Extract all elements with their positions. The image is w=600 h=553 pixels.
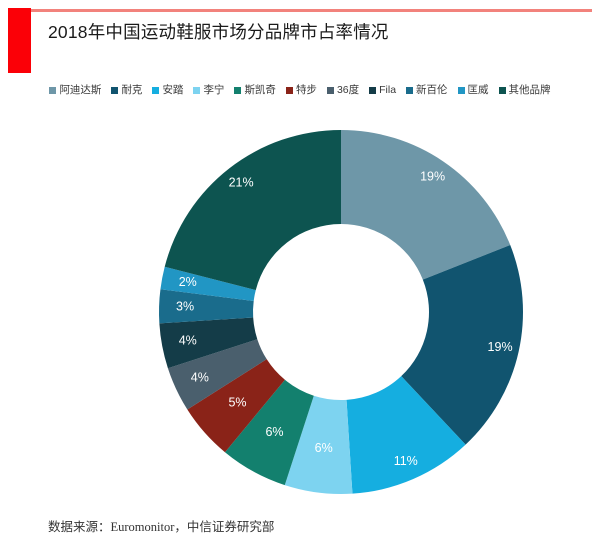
top-rule-divider: [10, 9, 592, 12]
donut-slice[interactable]: [346, 376, 466, 494]
legend-item-label: 特步: [295, 84, 317, 96]
legend-swatch-icon: [193, 86, 201, 94]
donut-slice[interactable]: [159, 289, 254, 324]
legend-item-label: 李宁: [203, 84, 225, 96]
donut-slice[interactable]: [401, 245, 523, 445]
red-accent-bar: [8, 8, 31, 73]
legend-item-label: 匡威: [467, 84, 489, 96]
chart-legend: 阿迪达斯 耐克 安踏 李宁 斯凯奇 特步 36度 Fila 新百伦 匡威 其他品牌: [0, 84, 600, 96]
legend-swatch-icon: [49, 86, 57, 94]
donut-slice[interactable]: [284, 395, 353, 494]
legend-swatch-icon: [457, 86, 465, 94]
legend-swatch-icon: [285, 86, 293, 94]
legend-item[interactable]: 阿迪达斯: [49, 84, 101, 96]
legend-item-label: Fila: [379, 84, 397, 96]
legend-swatch-icon: [498, 86, 506, 94]
slice-value-label: 19%: [488, 340, 513, 354]
donut-slice[interactable]: [159, 317, 258, 369]
donut-slice[interactable]: [167, 339, 267, 410]
legend-item-label: 阿迪达斯: [59, 84, 102, 96]
legend-item[interactable]: 耐克: [111, 84, 142, 96]
donut-slice[interactable]: [164, 130, 341, 291]
slice-value-label: 6%: [315, 441, 333, 455]
legend-item-label: 36度: [336, 84, 360, 96]
page-title: 2018年中国运动鞋服市场分品牌市占率情况: [48, 22, 389, 42]
legend-item-label: 其他品牌: [508, 84, 551, 96]
legend-item-label: 斯凯奇: [244, 84, 276, 96]
legend-item-label: 耐克: [121, 84, 143, 96]
legend-swatch-icon: [152, 86, 160, 94]
slice-value-label: 5%: [228, 396, 246, 410]
slice-value-label: 4%: [191, 371, 209, 385]
legend-swatch-icon: [111, 86, 119, 94]
donut-slice[interactable]: [224, 379, 314, 486]
source-note: 数据来源：Euromonitor，中信证券研究部: [48, 520, 275, 534]
legend-swatch-icon: [234, 86, 242, 94]
slice-value-label: 2%: [179, 275, 197, 289]
legend-item[interactable]: 安踏: [152, 84, 183, 96]
slice-value-label: 21%: [229, 176, 254, 190]
legend-item[interactable]: 匡威: [457, 84, 489, 96]
donut-slice[interactable]: [187, 359, 285, 453]
donut-slice[interactable]: [160, 266, 256, 301]
legend-item[interactable]: 斯凯奇: [234, 84, 276, 96]
legend-item[interactable]: 新百伦: [406, 84, 448, 96]
donut-chart: 19% 19% 11% 6% 6% 5% 4% 4% 3% 2% 21%: [0, 104, 600, 500]
legend-swatch-icon: [326, 86, 334, 94]
donut-slice[interactable]: [341, 130, 511, 280]
slice-value-label: 6%: [265, 425, 283, 439]
slice-value-label: 4%: [179, 334, 197, 348]
legend-item-label: 新百伦: [416, 84, 448, 96]
legend-item[interactable]: 36度: [326, 84, 360, 96]
legend-item[interactable]: 李宁: [193, 84, 224, 96]
slice-value-label: 19%: [420, 169, 445, 183]
donut-chart-svg: 19% 19% 11% 6% 6% 5% 4% 4% 3% 2% 21%: [159, 130, 523, 494]
legend-item[interactable]: 特步: [285, 84, 317, 96]
legend-item-label: 安踏: [162, 84, 184, 96]
legend-swatch-icon: [369, 86, 377, 94]
legend-item[interactable]: 其他品牌: [498, 84, 551, 96]
legend-swatch-icon: [406, 86, 414, 94]
slice-value-label: 11%: [394, 454, 418, 468]
slice-value-label: 3%: [176, 299, 194, 313]
legend-item[interactable]: Fila: [369, 84, 396, 96]
